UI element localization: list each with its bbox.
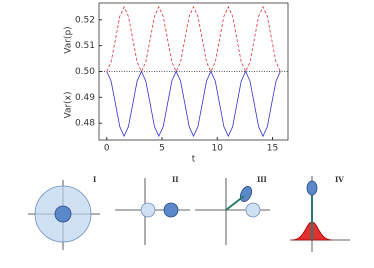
y-tick-label: 0.50 (75, 67, 95, 77)
x-axis-label: t (192, 155, 196, 165)
panel-label: III (257, 175, 267, 184)
y-tick-label: 0.49 (75, 93, 95, 103)
series-line (106, 70, 281, 138)
y-tick-label: 0.48 (75, 119, 95, 129)
y-axis-label: Var(x) (64, 91, 74, 118)
panel-iv (290, 176, 350, 252)
panel-ii (115, 178, 190, 245)
panel-label: IV (335, 175, 344, 184)
x-tick-label: 10 (212, 144, 224, 154)
x-tick-label: 5 (159, 144, 165, 154)
panel-iii (195, 178, 270, 245)
panel-i (28, 180, 100, 250)
series-line (106, 5, 281, 73)
y-tick-label: 0.51 (75, 41, 95, 51)
panel-label: II (172, 175, 179, 184)
y-axis-label: Var(p) (64, 26, 74, 53)
panel-label: I (93, 175, 96, 184)
y-tick-label: 0.52 (75, 15, 95, 25)
x-tick-label: 0 (104, 144, 110, 154)
x-tick-label: 15 (267, 144, 278, 154)
